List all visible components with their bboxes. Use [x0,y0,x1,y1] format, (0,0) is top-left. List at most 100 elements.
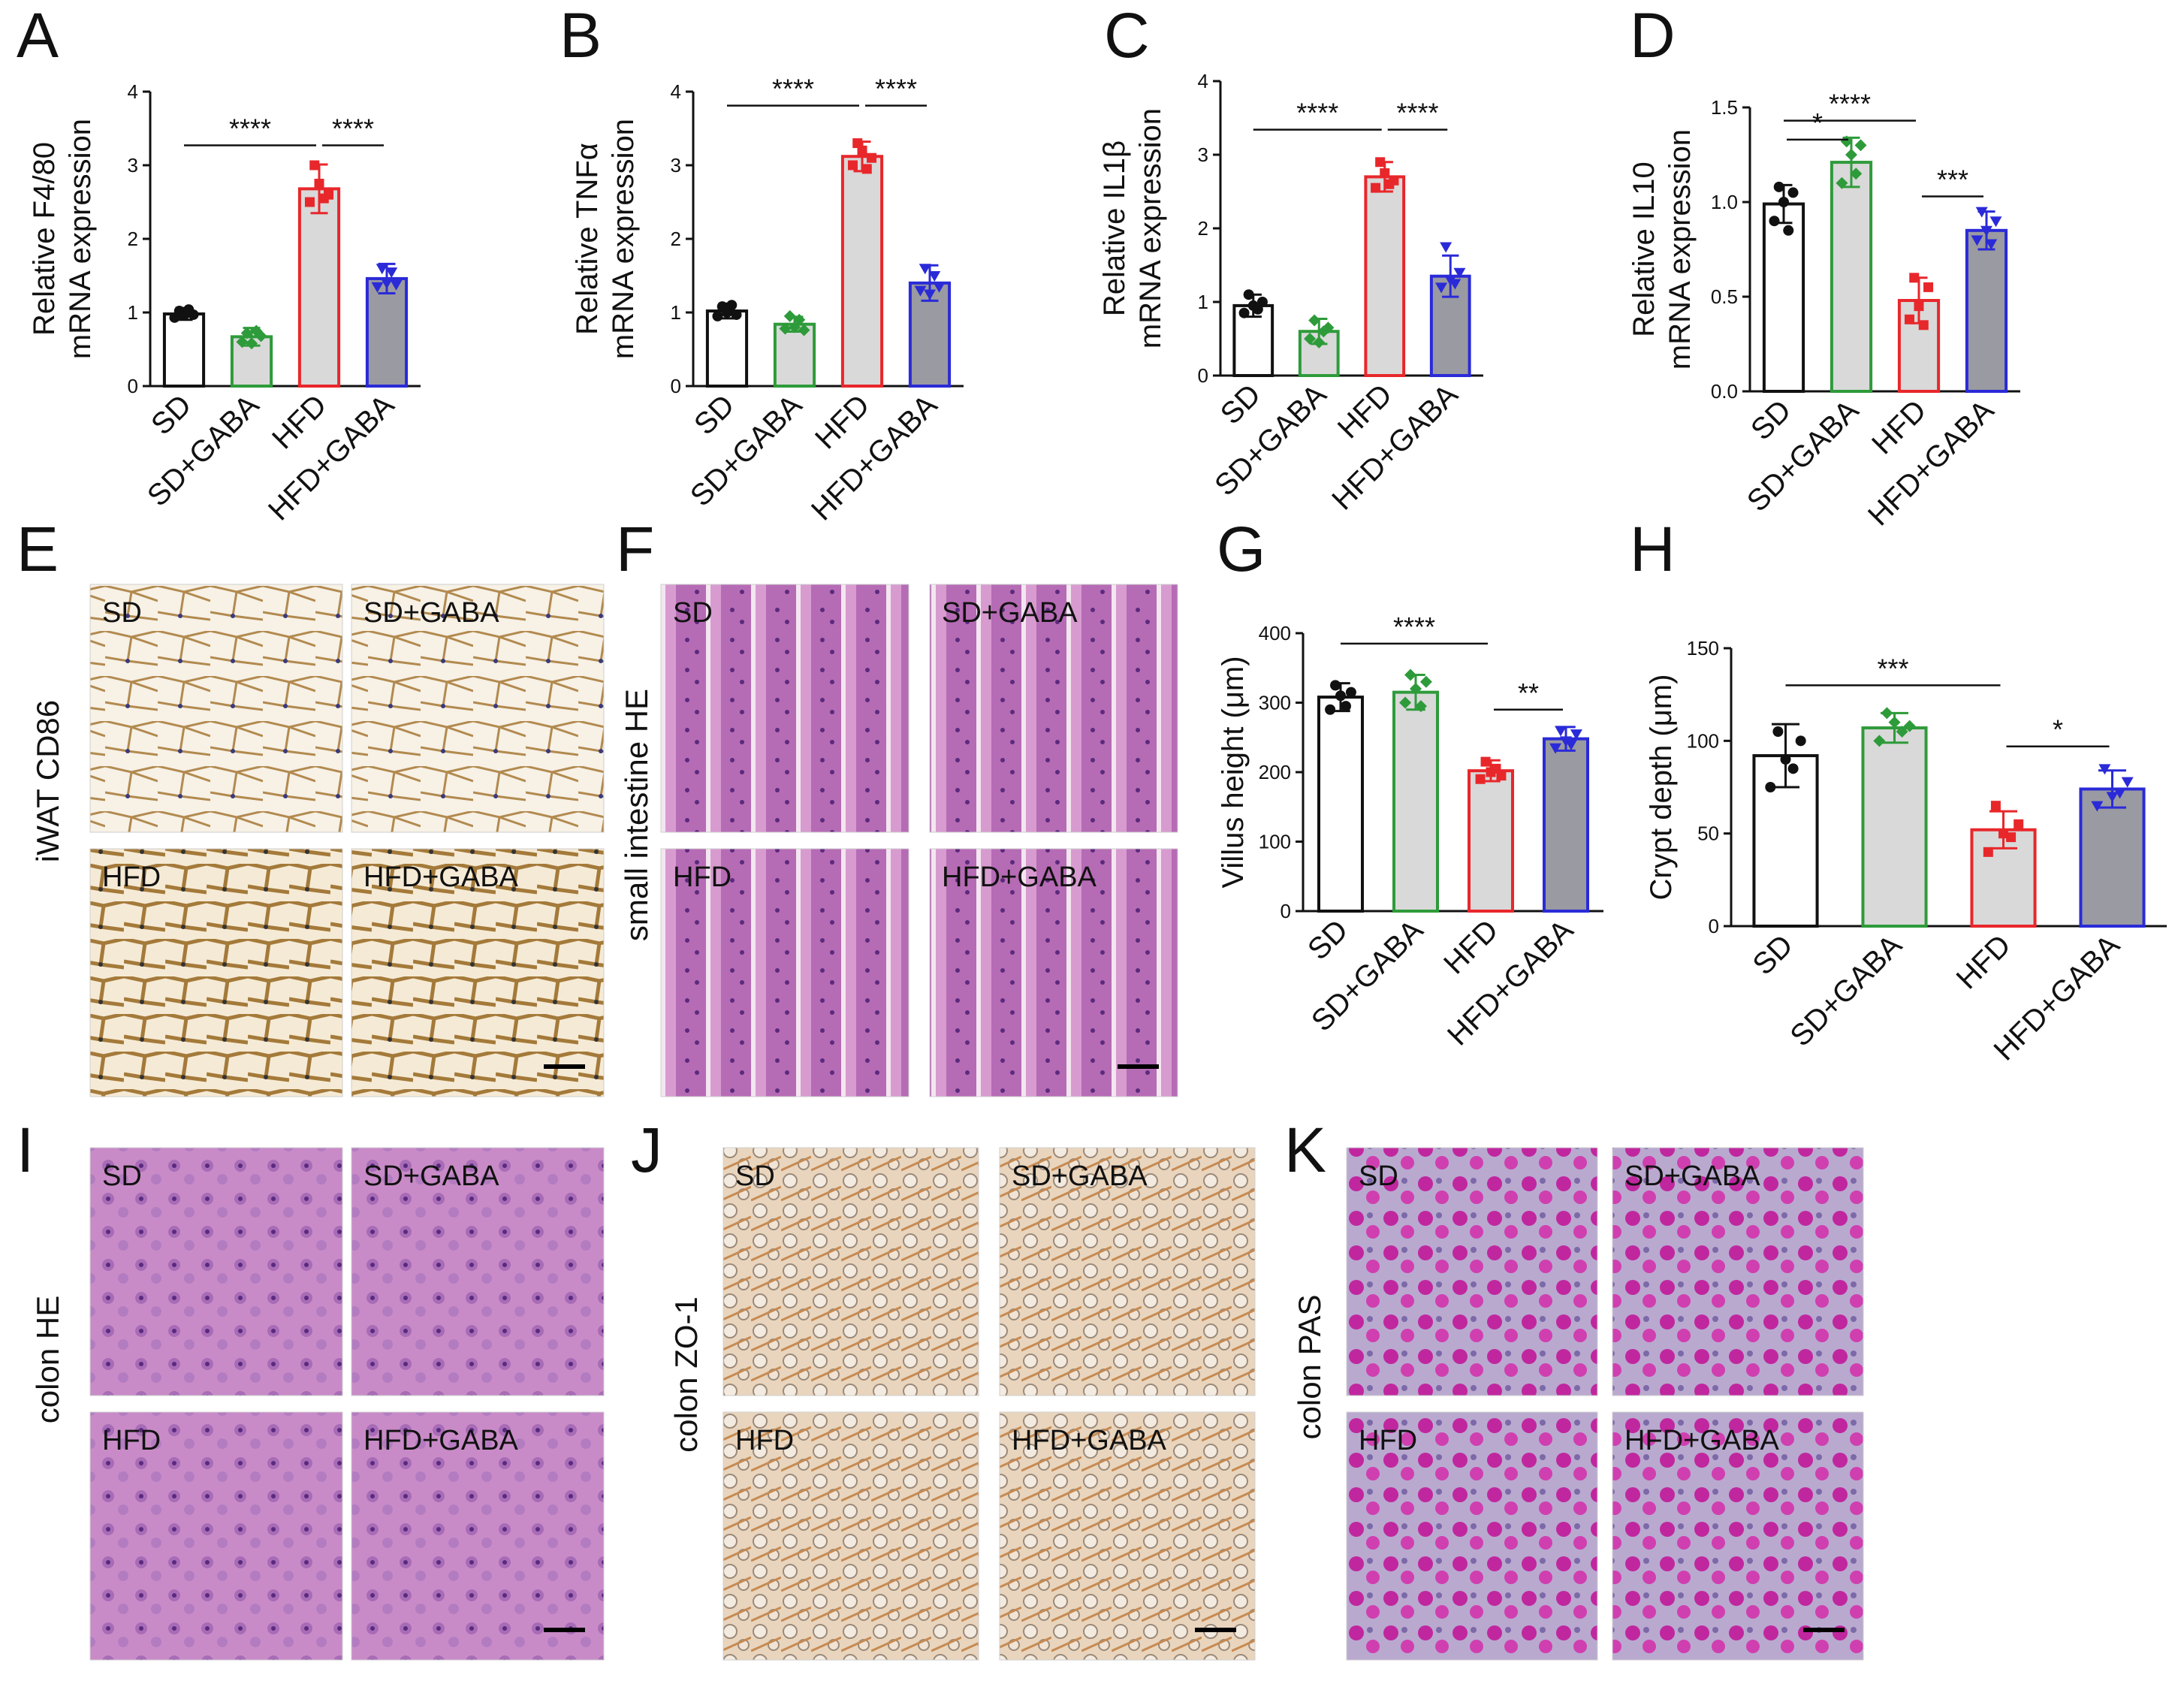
micrograph-row-label: small intestine HE [619,689,654,941]
bar-hfd [840,155,884,388]
category-label: SD+GABA [1784,928,1908,1053]
data-point [1404,668,1417,681]
bar-sd-plus-gaba [773,322,816,388]
bar-sd-plus-gaba [1861,726,1928,928]
data-point [1345,687,1356,698]
data-point [1549,743,1562,754]
y-tick-label: 3 [671,154,681,177]
data-point [2014,819,2024,829]
category-label: SD [1302,913,1354,966]
micrograph-tile [89,1147,343,1396]
data-point [2098,764,2111,775]
data-point [1980,225,1992,237]
y-tick-label: 1 [671,301,681,324]
significance-label: **** [772,74,814,104]
data-point [1371,183,1381,193]
panel-letter-i: I [17,1115,34,1185]
micrograph-tile [660,584,909,833]
micrograph-tile-label: HFD+GABA [1624,1425,1780,1456]
data-point [1983,847,1993,857]
category-label: HFD+GABA [1862,394,2001,533]
micrograph-row-label: iWAT CD86 [30,700,65,862]
data-point [1923,282,1934,292]
panel-letter-c: C [1104,0,1150,71]
y-tick-label: 0 [128,375,138,397]
y-axis-label: Relative IL10 [1627,161,1661,337]
y-tick-label: 150 [1687,637,1719,659]
data-point [1475,774,1486,784]
data-point [385,267,398,279]
data-point [1496,771,1507,781]
panel-letters: A B C D E F G H I J K [17,0,1676,1185]
y-tick-label: 1.5 [1711,96,1738,119]
data-point [1795,735,1806,747]
data-point [1787,763,1799,774]
micrograph-tile [351,1147,605,1396]
data-point [246,337,258,350]
bar-hfd [1468,769,1514,913]
y-tick-label: 100 [1687,729,1719,752]
data-point [1238,307,1250,318]
data-point [1783,225,1794,236]
data-point [240,327,253,340]
bar-sd-plus-gaba [1830,161,1873,394]
data-point [1845,149,1857,161]
data-point [779,322,792,335]
data-point [1998,828,2008,839]
micrograph-tile [1346,1147,1598,1396]
category-label: SD [1746,928,1799,981]
category-label: HFD+GABA [805,388,944,527]
data-point [1440,242,1452,253]
data-point [1918,320,1929,330]
y-tick-label: 0 [1709,915,1719,937]
panel-letter-a: A [17,0,59,71]
data-point [1778,197,1789,207]
y-tick-label: 1 [128,301,138,324]
panel-letter-h: H [1630,514,1676,584]
category-label: SD [688,388,741,441]
micrograph-tile [89,848,343,1097]
category-label: SD [145,388,198,441]
data-point [861,164,872,174]
chart-d-il10: 0.0 0.5 1.0 1.5 Relative IL10 mRNA expression… [1627,89,2020,533]
data-point [726,300,738,311]
micrograph-tile-label: HFD [102,1425,161,1456]
data-point [1787,187,1799,198]
data-point [376,264,388,275]
data-point [933,282,946,293]
micrograph-tile-label: HFD [735,1425,794,1456]
category-label: HFD [1950,928,2017,995]
data-point [2106,792,2119,803]
data-point [1780,754,1791,765]
significance-label: * [2053,714,2063,745]
micrograph-tile-label: SD+GABA [942,597,1078,629]
micrograph-tile [999,1411,1256,1661]
micrograph-j-colon-zo1: colon ZO-1 SD SD+GABA HFD HFD+GABA [668,1147,1256,1661]
data-point [255,330,267,343]
data-point [712,310,723,321]
micrograph-tile-label: HFD+GABA [363,862,519,893]
significance-label: **** [1296,98,1338,128]
data-point [1330,680,1341,691]
micrograph-row-label: colon HE [30,1296,65,1423]
y-axis-label: Relative TNFα [571,143,604,335]
bar-sd [1317,696,1364,913]
significance-label: **** [332,113,374,144]
data-point [304,197,315,207]
data-point [847,160,858,171]
y-tick-label: 3 [1198,143,1208,166]
data-point [852,138,863,149]
micrograph-f-small-intestine-he: small intestine HE SD SD+GABA HFD HFD+GABA [619,584,1178,1097]
data-point [924,289,936,300]
y-tick-label: 50 [1697,822,1719,845]
data-point [1560,736,1572,747]
data-point [1243,289,1254,300]
micrograph-tile-label: SD+GABA [363,597,499,629]
data-point [1854,139,1867,152]
micrograph-tile [929,584,1178,833]
data-point [914,285,927,297]
